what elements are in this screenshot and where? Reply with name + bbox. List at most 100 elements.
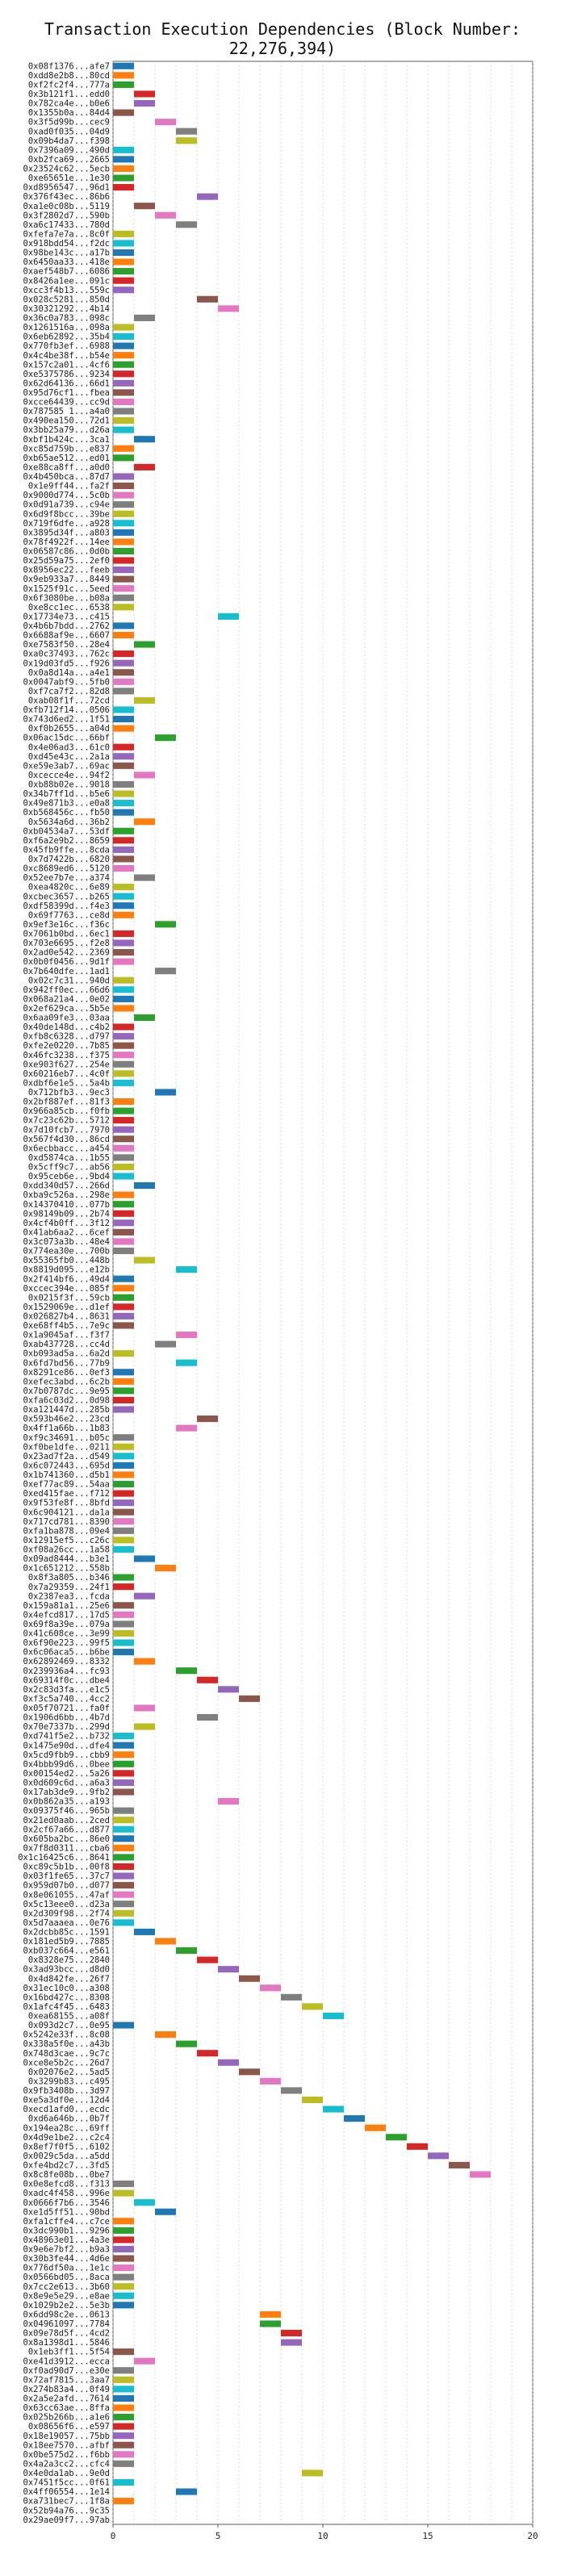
y-tick-label: 0xe5a3df0e...12d4 [23,2096,110,2106]
y-tick-label: 0x7451f5cc...0f61 [23,2478,110,2488]
y-tick-label: 0x1e9ff44...fa2f [28,482,110,491]
y-tick-label: 0x60216eb7...4c0f [23,1069,110,1079]
y-tick-label: 0x40de148d...c4b2 [23,1022,110,1032]
dependency-bar [260,1984,281,1992]
dependency-bar [113,2478,134,2486]
dependency-bar [113,2451,134,2458]
dependency-bar [113,389,134,396]
y-tick-label: 0x23524c62...5ecb [23,165,110,174]
dependency-bar [365,2124,386,2131]
y-tick-label: 0x6aa09fe3...03aa [23,1014,110,1023]
dependency-bar [113,1322,134,1329]
dependency-bar [113,1742,134,1749]
dependency-bar [134,1704,155,1712]
dependency-bar [113,1443,134,1450]
dependency-bar [113,1453,134,1460]
dependency-bar [176,1947,197,1955]
dependency-bar [470,2171,491,2178]
dependency-bar [113,846,134,853]
dependency-bar [113,2245,134,2253]
dependency-bar [218,2059,239,2066]
y-tick-label: 0x7d10fcb7...7970 [23,1125,110,1135]
y-tick-label: 0xce8e5b2c...26d7 [23,2058,110,2068]
y-tick-label: 0x1c16425c6...8641 [18,1853,110,1863]
y-tick-label: 0x8426a1ee...091c [23,276,110,286]
dependency-bar [113,156,134,163]
dependency-bar [113,1545,134,1553]
dependency-bar [113,1901,134,1908]
y-tick-label: 0x69314f0c...dbe4 [23,1675,110,1685]
dependency-bar [113,1751,134,1758]
dependency-bar [113,1611,134,1618]
x-tick-labels: 0 5 10 15 20 [111,2524,538,2541]
dependency-bar [155,211,176,219]
dependency-bar [218,1798,239,1805]
y-tick-label: 0x5634a6d...36b2 [28,818,110,827]
dependency-bar [113,417,134,424]
dependency-bar [113,688,134,695]
dependency-bar [155,921,176,928]
dependency-bar [113,864,134,872]
y-tick-label: 0x703e6695...f2e8 [23,939,110,948]
y-tick-label: 0x48963e01...4a3e [23,2235,110,2245]
y-tick-label: 0x7061b0bd...6ec1 [23,930,110,939]
dependency-bar [113,753,134,760]
dependency-bar [134,1928,155,1935]
y-tick-label: 0x4e06ad3...61c0 [28,742,110,752]
y-tick-label: 0x41ab6aa2...6cef [23,1227,110,1237]
dependency-bar [134,2199,155,2206]
y-tick-label: 0xe903f627...254e [23,1060,110,1069]
dependency-bar [113,911,134,918]
dependency-bar [113,1060,134,1068]
y-tick-label: 0x0b0f0456...9d1f [23,957,110,967]
y-tick-label: 0x4ff1a66b...1b83 [23,1424,110,1433]
y-tick-label: 0x3b121f1...edd0 [28,90,110,99]
dependency-bar [113,2423,134,2430]
y-tick-label: 0x17ab3de9...9fb2 [23,1788,110,1797]
dependency-bar [134,818,155,826]
y-tick-label: 0x6eb62892...35b4 [23,332,110,342]
dependency-bar [113,948,134,956]
y-tick-label: 0x41c608ce...3e99 [23,1629,110,1639]
y-tick-label: 0xcce64439...cc9d [23,398,110,408]
dependency-bar [113,1042,134,1049]
y-tick-label: 0xcbec3657...b265 [23,892,110,901]
y-tick-label: 0x08656f6...e597 [28,2422,110,2432]
dependency-bar [113,1275,134,1282]
dependency-bar [239,1695,260,1702]
dependency-bar [113,930,134,937]
y-tick-label: 0xf0ad90d7...e30e [23,2366,110,2376]
dependency-bar [197,1676,218,1683]
y-tick-label: 0xdd340d57...266d [23,1181,110,1191]
dependency-bar [113,1882,134,1889]
dependency-bar [197,295,218,303]
dependency-bar [113,1620,134,1628]
dependency-bar [302,2003,323,2010]
y-tick-label: 0x05f70721...fa0f [23,1704,110,1713]
y-tick-label: 0xfe2e0220...7b85 [23,1041,110,1051]
dependency-bar [197,1713,218,1721]
y-tick-label: 0xf7ca7f2...82d8 [28,687,110,696]
y-tick-label: 0x5cff9c7...ab56 [28,1163,110,1173]
dependency-bar [113,1863,134,1871]
dependency-bar [113,174,134,182]
dependency-bar [113,1733,134,1740]
dependency-bar [113,398,134,406]
y-tick-label: 0x4b6b7bdd...2762 [23,621,110,631]
y-tick-label: 0x787585 1...a4a0 [23,407,110,416]
dependency-bar [113,743,134,751]
dependency-bar [113,1378,134,1385]
x-tick-label: 15 [422,2531,433,2541]
dependency-bar [113,379,134,387]
dependency-bar [113,884,134,891]
dependency-bar [155,1340,176,1348]
y-tick-label: 0x8c8fe08b...0be7 [23,2170,110,2180]
y-tick-label: 0x6f3080be...b08a [23,593,110,603]
dependency-bar [134,1723,155,1730]
y-tick-label: 0xb04534a7...53df [23,826,110,836]
dependency-bar [113,342,134,349]
y-tick-label: 0x743d6ed2...1f51 [23,715,110,725]
y-tick-label: 0xe68ff4b5...7e9c [23,1321,110,1331]
dependency-bar [155,2031,176,2039]
dependency-bar [113,1350,134,1357]
